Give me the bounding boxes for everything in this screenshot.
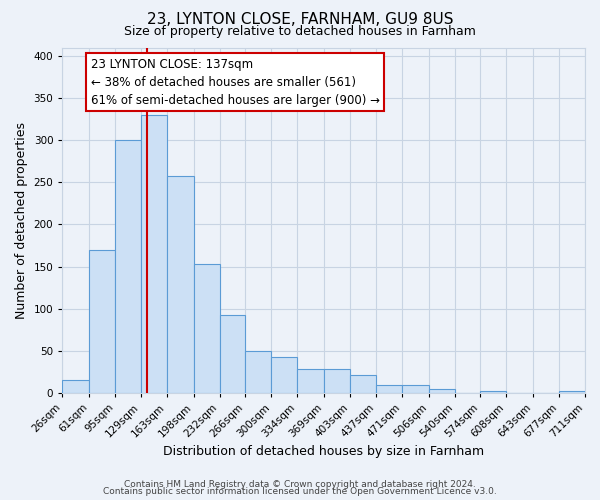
Text: Size of property relative to detached houses in Farnham: Size of property relative to detached ho… [124,25,476,38]
Bar [89,250,115,393]
Bar [481,390,506,393]
Bar [62,380,89,393]
Text: Contains HM Land Registry data © Crown copyright and database right 2024.: Contains HM Land Registry data © Crown c… [124,480,476,489]
Bar [559,390,585,393]
Bar [271,357,298,393]
Bar [376,384,402,393]
Bar [298,368,324,393]
Text: 23 LYNTON CLOSE: 137sqm
← 38% of detached houses are smaller (561)
61% of semi-d: 23 LYNTON CLOSE: 137sqm ← 38% of detache… [91,58,380,106]
Text: Contains public sector information licensed under the Open Government Licence v3: Contains public sector information licen… [103,488,497,496]
Bar [350,374,376,393]
Bar [245,351,271,393]
Bar [402,384,428,393]
Bar [194,264,220,393]
Bar [220,314,245,393]
Bar [324,370,350,393]
Text: 23, LYNTON CLOSE, FARNHAM, GU9 8US: 23, LYNTON CLOSE, FARNHAM, GU9 8US [147,12,453,28]
Bar [167,176,194,393]
Bar [141,115,167,393]
Y-axis label: Number of detached properties: Number of detached properties [15,122,28,319]
X-axis label: Distribution of detached houses by size in Farnham: Distribution of detached houses by size … [163,444,484,458]
Bar [115,140,141,393]
Bar [428,389,455,393]
